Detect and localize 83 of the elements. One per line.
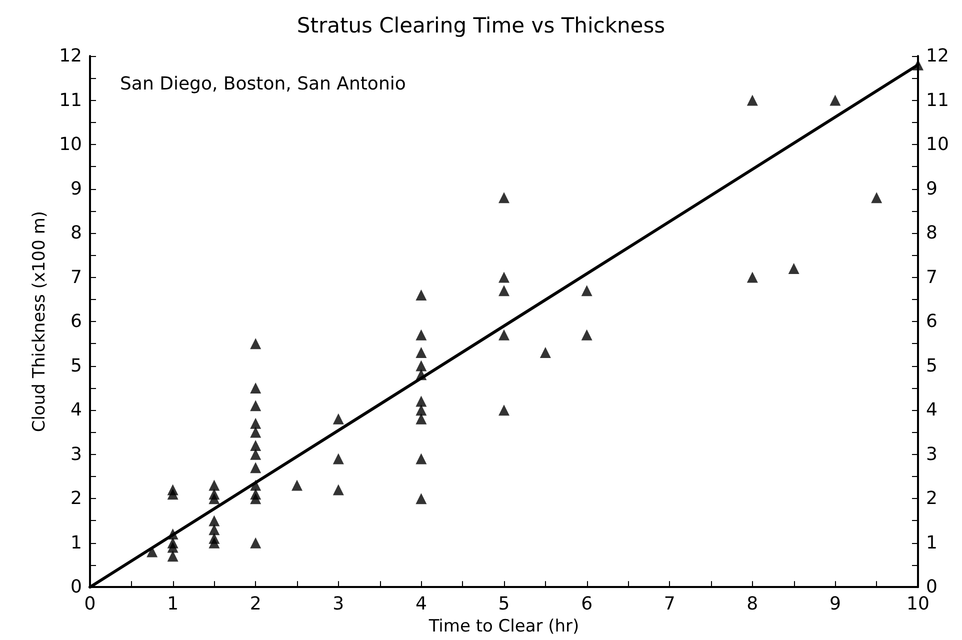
- point: [498, 272, 510, 283]
- point: [416, 493, 427, 504]
- x-tick-label: 1: [167, 594, 179, 615]
- x-tick-label: 6: [581, 594, 593, 615]
- point: [416, 453, 427, 464]
- y2-tick-label: 4: [926, 400, 938, 421]
- y-tick-label: 11: [59, 90, 82, 111]
- point: [250, 400, 262, 412]
- point: [250, 448, 262, 460]
- point: [498, 404, 510, 416]
- point: [416, 360, 427, 372]
- x-tick-label: 0: [84, 594, 96, 615]
- point: [581, 285, 592, 296]
- point: [332, 453, 344, 464]
- y-tick-label: 9: [70, 178, 82, 200]
- x-tick-label: 2: [250, 594, 262, 615]
- x-tick-label: 5: [498, 594, 510, 615]
- y2-tick-label: 3: [926, 444, 938, 465]
- y2-tick-label: 6: [926, 311, 938, 332]
- y-tick-label: 8: [70, 222, 82, 244]
- y-tick-label: 7: [70, 266, 82, 288]
- point: [416, 404, 427, 416]
- y-tick-label: 6: [70, 311, 82, 332]
- y-tick-label: 2: [70, 488, 82, 510]
- y-axis-title: Cloud Thickness (x100 m): [30, 210, 50, 432]
- point: [250, 493, 262, 504]
- x-axis-title: Time to Clear (hr): [428, 616, 580, 636]
- point: [540, 347, 551, 358]
- point: [250, 382, 262, 394]
- y2-tick-label: 5: [926, 355, 938, 376]
- y2-tick-label: 12: [926, 46, 949, 66]
- point: [871, 192, 882, 204]
- x-tick-label: 9: [829, 594, 841, 615]
- y-tick-label: 3: [70, 444, 82, 465]
- y2-tick-label: 2: [926, 488, 938, 510]
- point: [416, 289, 427, 300]
- x-tick-label: 4: [415, 594, 427, 615]
- point: [167, 550, 178, 562]
- y-tick-label: 10: [59, 134, 82, 156]
- point: [416, 329, 427, 340]
- point: [208, 537, 220, 548]
- point: [208, 480, 220, 491]
- y-tick-label: 1: [70, 532, 82, 554]
- chart-title: Stratus Clearing Time vs Thickness: [296, 14, 666, 38]
- y-tick-label: 0: [70, 576, 82, 598]
- point: [498, 329, 510, 340]
- point: [250, 338, 262, 350]
- y2-tick-label: 11: [926, 90, 949, 111]
- x-tick-label: 3: [332, 594, 344, 615]
- point: [746, 272, 758, 283]
- y-tick-label: 5: [70, 355, 82, 376]
- point: [208, 493, 220, 504]
- point: [746, 94, 758, 106]
- x-tick-label: 7: [664, 594, 676, 615]
- point: [332, 413, 344, 424]
- y-tick-label: 12: [59, 46, 82, 66]
- y2-tick-label: 1: [926, 532, 938, 554]
- point: [250, 418, 262, 429]
- y2-tick-label: 8: [926, 222, 938, 244]
- x-tick-label: 8: [746, 594, 758, 615]
- point: [250, 440, 262, 451]
- point: [167, 488, 178, 500]
- point: [208, 515, 220, 526]
- point: [416, 347, 427, 358]
- point: [250, 462, 262, 474]
- point: [167, 542, 178, 553]
- point: [416, 396, 427, 407]
- point: [830, 94, 841, 106]
- point: [292, 480, 302, 491]
- y-tick-label: 4: [70, 400, 82, 421]
- point: [581, 329, 592, 340]
- y2-tick-label: 7: [926, 266, 938, 288]
- point: [250, 537, 262, 548]
- point: [208, 524, 220, 536]
- point: [788, 262, 800, 274]
- point: [416, 413, 427, 424]
- point: [332, 484, 344, 496]
- point: [498, 192, 510, 204]
- y2-tick-label: 10: [926, 134, 949, 156]
- point: [498, 285, 510, 296]
- point: [250, 426, 262, 438]
- y2-tick-label: 9: [926, 178, 938, 200]
- annotation: San Diego, Boston, San Antonio: [120, 74, 406, 94]
